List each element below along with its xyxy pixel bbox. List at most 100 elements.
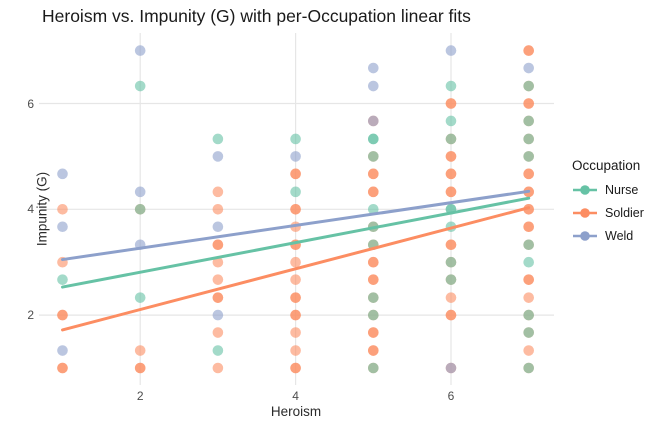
- point-weld: [212, 309, 224, 321]
- point-soldier: [212, 204, 224, 215]
- point-nurse: [445, 133, 457, 145]
- point-soldier: [368, 327, 379, 338]
- point-weld: [445, 45, 457, 56]
- x-axis-title: Heroism: [270, 404, 322, 419]
- point-soldier: [523, 345, 534, 356]
- point-soldier: [212, 327, 224, 338]
- point-nurse: [445, 256, 457, 268]
- point-soldier: [368, 274, 379, 285]
- point-nurse: [134, 80, 146, 92]
- legend-item-label: Soldier: [605, 206, 644, 220]
- legend-item-soldier: Soldier: [572, 205, 670, 221]
- legend-key-dot: [580, 185, 590, 195]
- point-weld: [212, 151, 224, 162]
- point-soldier: [212, 274, 224, 285]
- point-weld: [368, 115, 379, 127]
- point-soldier: [368, 345, 379, 356]
- point-soldier: [368, 168, 379, 180]
- point-soldier: [445, 168, 457, 180]
- legend-item-label: Weld: [605, 229, 634, 243]
- point-weld: [134, 186, 146, 198]
- point-soldier: [523, 45, 534, 56]
- point-nurse: [523, 362, 534, 374]
- point-weld: [57, 168, 68, 180]
- point-soldier: [290, 256, 301, 268]
- nurse-fit-line: [61, 196, 531, 289]
- point-soldier: [445, 151, 457, 162]
- point-nurse: [368, 151, 379, 162]
- point-soldier: [212, 186, 224, 198]
- point-nurse: [523, 133, 534, 145]
- point-nurse: [368, 309, 379, 321]
- legend-item-nurse: Nurse: [572, 182, 670, 198]
- point-weld: [212, 221, 224, 233]
- point-soldier: [57, 309, 68, 321]
- point-weld: [523, 62, 534, 74]
- point-soldier: [290, 309, 301, 321]
- point-nurse: [212, 345, 224, 356]
- point-soldier: [445, 186, 457, 198]
- point-soldier: [523, 204, 534, 215]
- point-soldier: [290, 168, 301, 180]
- point-soldier: [523, 292, 534, 303]
- point-nurse: [523, 239, 534, 251]
- y-tick-label-6: 6: [27, 96, 34, 111]
- legend-key-icon: [573, 185, 597, 195]
- point-soldier: [445, 98, 457, 109]
- point-nurse: [134, 204, 146, 215]
- point-nurse: [290, 186, 301, 198]
- point-nurse: [290, 133, 301, 145]
- point-nurse: [523, 80, 534, 92]
- point-nurse: [368, 204, 379, 215]
- point-nurse: [212, 133, 224, 145]
- point-soldier: [212, 292, 224, 303]
- point-soldier: [445, 239, 457, 251]
- point-soldier: [523, 221, 534, 233]
- x-tick-label-4: 4: [292, 389, 299, 403]
- point-nurse: [445, 115, 457, 127]
- x-tick-label-2: 2: [136, 389, 144, 403]
- weld-fit-line: [61, 189, 531, 262]
- point-weld: [290, 151, 301, 162]
- legend-key-dot: [580, 231, 590, 241]
- point-nurse: [523, 327, 534, 338]
- y-tick-label-2: 2: [27, 308, 34, 323]
- chart-title: Heroism vs. Impunity (G) with per-Occupa…: [42, 6, 471, 26]
- point-soldier: [134, 362, 146, 374]
- point-weld: [445, 362, 457, 374]
- point-soldier: [57, 204, 68, 215]
- point-nurse: [134, 292, 146, 303]
- point-weld: [368, 62, 379, 74]
- point-nurse: [57, 274, 68, 285]
- point-weld: [134, 45, 146, 56]
- legend-item-weld: Weld: [572, 228, 670, 244]
- y-tick-label-4: 4: [27, 202, 34, 217]
- point-soldier: [290, 292, 301, 303]
- legend-title: Occupation: [572, 158, 641, 173]
- point-nurse: [445, 80, 457, 92]
- point-weld: [368, 80, 379, 92]
- legend: Occupation Nurse Soldier Weld: [572, 158, 670, 251]
- point-nurse: [368, 292, 379, 303]
- point-soldier: [368, 186, 379, 198]
- point-nurse: [523, 151, 534, 162]
- point-soldier: [445, 292, 457, 303]
- legend-key-icon: [573, 231, 597, 241]
- point-soldier: [212, 256, 224, 268]
- legend-items: Nurse Soldier Weld: [572, 182, 670, 244]
- point-weld: [57, 345, 68, 356]
- point-soldier: [368, 256, 379, 268]
- legend-key-icon: [573, 208, 597, 218]
- x-tick-label-6: 6: [447, 389, 455, 403]
- point-soldier: [212, 362, 224, 374]
- point-weld: [57, 221, 68, 233]
- point-soldier: [290, 362, 301, 374]
- point-soldier: [523, 98, 534, 109]
- point-soldier: [523, 274, 534, 285]
- point-nurse: [523, 256, 534, 268]
- y-axis-title: Impunity (G): [34, 171, 50, 247]
- legend-key-dot: [580, 208, 590, 218]
- point-soldier: [445, 309, 457, 321]
